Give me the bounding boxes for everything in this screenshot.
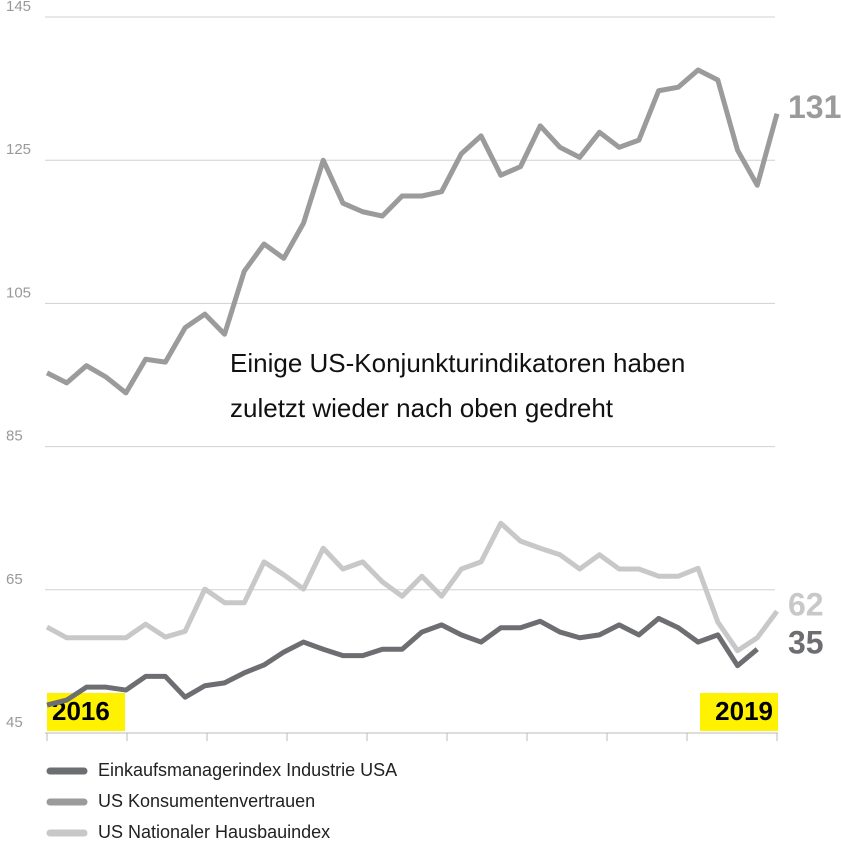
end-value-label: 62: [788, 587, 824, 623]
series-line: [46, 615, 759, 708]
legend-label: Einkaufsmanagerindex Industrie USA: [98, 760, 397, 780]
y-tick-label: 145: [6, 0, 31, 15]
legend-label: US Konsumentenvertrauen: [98, 791, 315, 811]
y-tick-label: 105: [6, 284, 31, 301]
series-line: [45, 520, 780, 654]
legend-label: US Nationaler Hausbauindex: [98, 822, 330, 842]
x-axis-ticks: [46, 733, 778, 741]
annotation: Einige US-Konjunkturindikatoren haben: [230, 348, 685, 378]
series-line: [45, 67, 780, 396]
end-label: 2019: [715, 696, 773, 726]
end-value-label: 131: [788, 89, 841, 125]
end-value-label: 35: [788, 625, 824, 661]
y-tick-label: 85: [6, 428, 23, 445]
y-tick-label: 125: [6, 141, 31, 158]
y-tick-label: 45: [6, 714, 23, 731]
annotation: zuletzt wieder nach oben gedreht: [230, 393, 614, 423]
year-highlight: [700, 693, 778, 731]
y-tick-label: 65: [6, 571, 23, 588]
